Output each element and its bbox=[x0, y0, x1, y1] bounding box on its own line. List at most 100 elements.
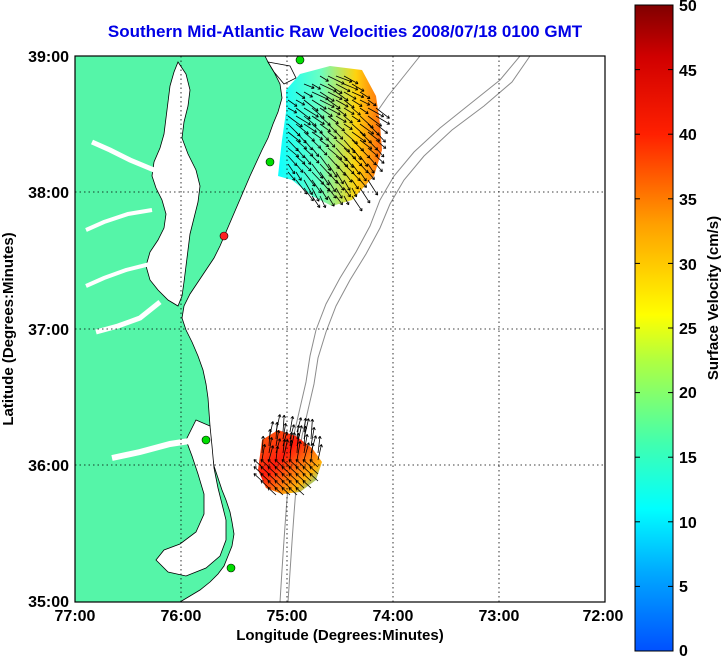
colorbar-tick: 10 bbox=[679, 515, 697, 532]
velocity-arrow bbox=[287, 107, 298, 114]
y-tick-label: 37:00 bbox=[28, 322, 69, 339]
velocity-arrow bbox=[295, 459, 305, 468]
colorbar-label: Surface Velocity (cm/s) bbox=[705, 216, 722, 380]
velocity-arrow bbox=[295, 473, 305, 482]
velocity-arrow bbox=[367, 99, 377, 107]
velocity-arrow bbox=[303, 123, 317, 133]
velocity-arrow bbox=[267, 473, 277, 482]
colorbar-tick: 15 bbox=[679, 450, 697, 467]
velocity-arrow bbox=[335, 115, 347, 123]
velocity-arrow bbox=[319, 147, 328, 156]
velocity-arrow bbox=[375, 163, 383, 173]
velocity-arrow bbox=[311, 147, 320, 157]
velocity-arrow bbox=[289, 415, 295, 433]
velocity-arrow bbox=[253, 459, 263, 468]
velocity-arrow bbox=[335, 107, 347, 117]
velocity-arrow bbox=[375, 147, 385, 158]
velocity-arrow bbox=[303, 107, 319, 118]
velocity-arrow bbox=[351, 83, 365, 92]
velocity-arrow bbox=[343, 195, 350, 206]
colorbar-tick: 50 bbox=[679, 0, 697, 15]
chart-title: Southern Mid-Atlantic Raw Velocities 200… bbox=[107, 22, 583, 41]
velocity-arrow bbox=[287, 171, 296, 181]
velocity-arrow bbox=[343, 171, 353, 183]
velocity-arrow bbox=[319, 139, 330, 148]
velocity-arrow bbox=[319, 91, 335, 102]
velocity-arrow bbox=[253, 466, 263, 475]
velocity-arrow bbox=[311, 99, 327, 110]
grid-lines bbox=[75, 56, 605, 602]
pamlico-sound bbox=[155, 419, 227, 577]
velocity-arrow bbox=[317, 444, 323, 461]
velocity-arrow bbox=[302, 473, 312, 482]
velocity-arrow bbox=[281, 466, 291, 475]
velocity-arrow bbox=[260, 473, 270, 482]
velocity-arrow bbox=[327, 99, 341, 110]
velocity-arrow bbox=[311, 131, 323, 140]
velocity-arrow bbox=[319, 123, 331, 133]
velocity-arrow bbox=[335, 91, 349, 102]
velocity-arrow bbox=[281, 473, 291, 482]
velocity-arrow bbox=[274, 459, 284, 468]
velocity-arrow bbox=[309, 459, 319, 468]
velocity-arrow bbox=[343, 107, 355, 115]
velocity-arrow bbox=[311, 91, 329, 101]
velocity-arrow bbox=[303, 425, 308, 447]
velocity-arrow bbox=[287, 115, 303, 128]
velocity-arrow bbox=[319, 171, 330, 186]
station-marker bbox=[201, 435, 211, 445]
velocity-arrow bbox=[343, 179, 351, 191]
velocity-arrow bbox=[274, 473, 284, 482]
velocity-arrow bbox=[327, 91, 343, 100]
velocity-arrow bbox=[303, 442, 311, 461]
velocity-arrow bbox=[295, 115, 311, 126]
x-axis-label: Longitude (Degrees:Minutes) bbox=[236, 627, 444, 644]
velocity-arrow bbox=[295, 480, 305, 489]
station-marker bbox=[219, 231, 229, 241]
y-tick-label: 38:00 bbox=[28, 185, 69, 202]
velocity-arrow bbox=[311, 155, 320, 164]
velocity-arrow bbox=[351, 179, 359, 190]
velocity-arrow bbox=[310, 442, 315, 461]
velocity-arrow bbox=[359, 179, 367, 188]
velocity-arrow bbox=[289, 439, 294, 461]
x-tick-label: 76:00 bbox=[161, 608, 202, 625]
velocity-arrow bbox=[335, 131, 344, 140]
velocity-arrow bbox=[309, 473, 319, 482]
velocity-arrow bbox=[303, 155, 312, 165]
velocity-arrow bbox=[335, 171, 344, 185]
velocity-arrow bbox=[281, 487, 291, 496]
colorbar-tick: 40 bbox=[679, 127, 697, 144]
velocity-arrow bbox=[375, 115, 391, 125]
velocity-arrow bbox=[275, 429, 281, 447]
velocity-arrow bbox=[260, 459, 270, 468]
velocity-arrow bbox=[288, 480, 298, 489]
x-tick-label: 77:00 bbox=[55, 608, 96, 625]
velocity-arrow bbox=[268, 445, 275, 461]
velocity-arrow bbox=[260, 466, 270, 475]
velocity-arrow bbox=[343, 99, 355, 109]
delaware-bay bbox=[267, 61, 297, 85]
velocity-arrow bbox=[311, 195, 321, 208]
velocity-arrow bbox=[295, 466, 305, 475]
colorbar: 0 5 10 15 20 25 30 35 40 45 50 Surface V… bbox=[634, 0, 722, 659]
velocity-arrow bbox=[319, 187, 329, 201]
velocity-arrow bbox=[319, 107, 333, 117]
velocity-arrow bbox=[335, 179, 345, 191]
velocity-arrow bbox=[327, 187, 337, 199]
velocity-arrow bbox=[343, 91, 357, 100]
y-tick-label: 39:00 bbox=[28, 49, 69, 66]
velocity-arrow bbox=[303, 179, 313, 196]
velocity-arrow bbox=[274, 487, 284, 496]
velocity-arrow bbox=[367, 115, 382, 127]
velocity-arrow bbox=[310, 427, 316, 447]
velocity-arrow bbox=[335, 99, 349, 108]
y-axis: 39:00 38:00 37:00 36:00 35:00 Latitude (… bbox=[0, 49, 69, 611]
velocity-arrow bbox=[319, 75, 329, 82]
velocity-arrow bbox=[359, 155, 369, 167]
river-rappahannock bbox=[85, 208, 153, 232]
velocity-arrow bbox=[274, 466, 284, 475]
velocity-arrow bbox=[375, 131, 386, 143]
velocity-arrow bbox=[295, 91, 306, 99]
velocity-arrow bbox=[267, 466, 277, 475]
